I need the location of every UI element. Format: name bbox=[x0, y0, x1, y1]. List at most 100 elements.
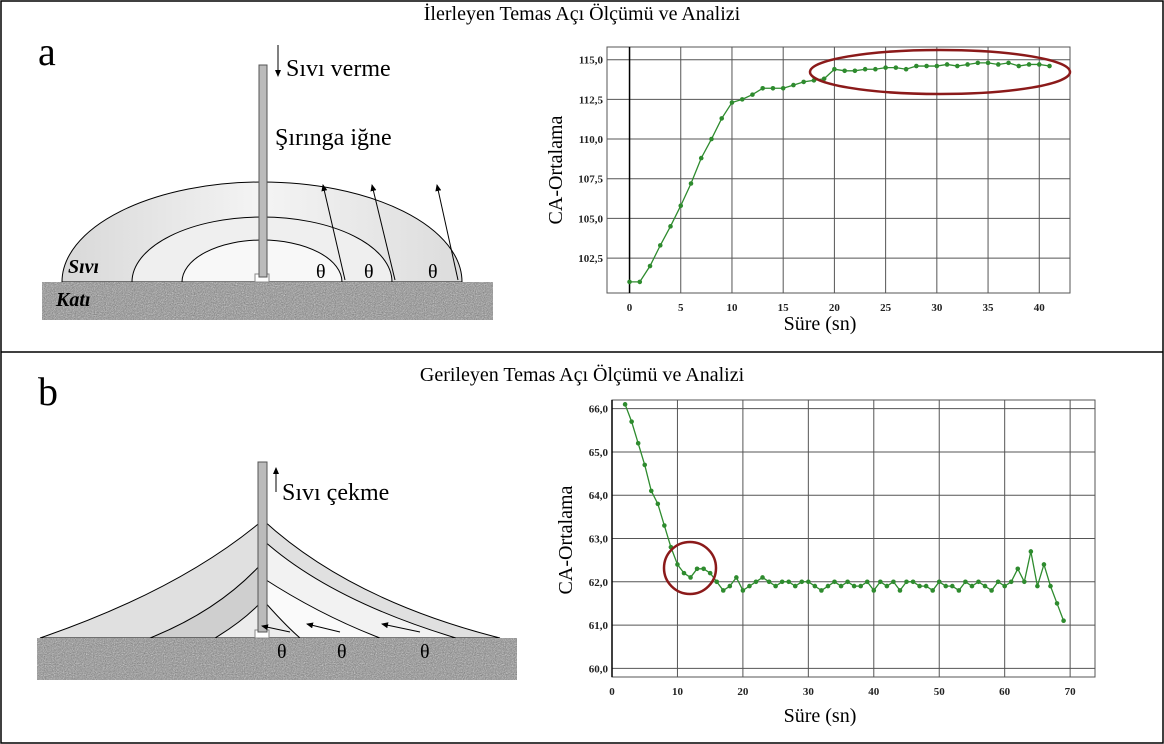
data-point bbox=[812, 583, 818, 589]
data-point bbox=[642, 462, 648, 468]
panel-label: a bbox=[38, 29, 56, 74]
data-point bbox=[662, 523, 667, 528]
y-tick-label: 107,5 bbox=[578, 174, 603, 186]
diagram-b bbox=[37, 461, 517, 680]
data-point bbox=[873, 66, 878, 72]
theta: θ bbox=[420, 641, 430, 663]
data-point bbox=[1036, 62, 1042, 67]
x-tick-label: 60 bbox=[999, 686, 1011, 698]
data-point bbox=[871, 588, 877, 593]
x-tick-label: 35 bbox=[983, 302, 995, 314]
data-point bbox=[753, 579, 759, 585]
data-point bbox=[819, 588, 824, 593]
data-point bbox=[955, 63, 960, 69]
data-point bbox=[780, 85, 786, 91]
x-tick-label: 30 bbox=[803, 686, 815, 698]
data-point bbox=[648, 488, 654, 494]
data-point bbox=[1022, 579, 1027, 585]
data-point bbox=[657, 243, 663, 248]
data-point bbox=[675, 562, 680, 567]
data-point bbox=[858, 583, 863, 589]
theta: θ bbox=[364, 261, 374, 283]
data-point bbox=[995, 62, 1001, 67]
data-point bbox=[1061, 618, 1066, 624]
theta: θ bbox=[316, 261, 326, 283]
data-point bbox=[791, 82, 796, 88]
y-tick-label: 105,0 bbox=[578, 213, 603, 225]
x-tick-label: 40 bbox=[1034, 302, 1046, 314]
label: Sıvı çekme bbox=[282, 480, 389, 506]
data-point bbox=[891, 579, 896, 585]
x-tick-label: 10 bbox=[726, 302, 738, 314]
x-tick-label: 0 bbox=[609, 686, 615, 698]
data-point bbox=[982, 583, 988, 589]
y-tick-label: 65,0 bbox=[589, 447, 609, 459]
data-point bbox=[943, 583, 949, 589]
chart-title: İlerleyen Temas Açı Ölçümü ve Analizi bbox=[424, 2, 741, 25]
data-point bbox=[845, 579, 850, 585]
data-point bbox=[838, 583, 844, 589]
data-point bbox=[934, 63, 940, 69]
x-tick-label: 40 bbox=[868, 686, 880, 698]
data-point bbox=[832, 66, 837, 72]
data-point bbox=[904, 579, 909, 585]
data-point bbox=[825, 583, 831, 589]
data-point bbox=[989, 588, 994, 593]
y-tick-label: 62,0 bbox=[589, 577, 609, 589]
data-point bbox=[720, 588, 726, 593]
data-point bbox=[647, 263, 653, 269]
y-tick-label: 64,0 bbox=[589, 490, 609, 502]
x-tick-label: 20 bbox=[737, 686, 749, 698]
data-point bbox=[707, 570, 713, 576]
y-tick-label: 110,0 bbox=[579, 134, 604, 146]
x-tick-label: 70 bbox=[1065, 686, 1077, 698]
data-point bbox=[688, 181, 694, 186]
theta: θ bbox=[277, 641, 287, 663]
data-point bbox=[893, 65, 899, 70]
y-tick-label: 112,5 bbox=[579, 94, 604, 106]
data-point bbox=[1047, 63, 1052, 69]
y-tick-label: 115,0 bbox=[579, 55, 604, 67]
plot-area bbox=[606, 46, 1071, 294]
data-point bbox=[1026, 62, 1032, 67]
data-point bbox=[963, 579, 968, 585]
data-point bbox=[747, 583, 752, 589]
x-tick-label: 50 bbox=[934, 686, 946, 698]
chart-title: Gerileyen Temas Açı Ölçümü ve Analizi bbox=[420, 363, 745, 386]
data-point bbox=[799, 579, 805, 585]
data-point bbox=[852, 68, 858, 74]
y-tick-label: 102,5 bbox=[578, 253, 603, 265]
x-tick-label: 5 bbox=[678, 302, 684, 314]
data-point bbox=[739, 97, 745, 102]
data-point bbox=[766, 579, 772, 585]
data-point bbox=[1016, 63, 1022, 69]
data-point bbox=[714, 579, 720, 585]
data-point bbox=[779, 579, 785, 585]
data-point bbox=[821, 76, 827, 82]
data-point bbox=[734, 575, 739, 580]
data-point bbox=[694, 566, 700, 572]
data-point bbox=[750, 92, 755, 97]
data-point bbox=[944, 62, 950, 67]
data-point bbox=[1002, 583, 1007, 589]
data-point bbox=[635, 440, 641, 446]
data-point bbox=[884, 583, 890, 589]
data-point bbox=[770, 85, 776, 91]
data-point bbox=[668, 224, 673, 229]
data-point bbox=[842, 68, 847, 74]
theta: θ bbox=[337, 641, 347, 663]
data-point bbox=[950, 583, 955, 589]
data-point bbox=[851, 583, 857, 589]
data-point bbox=[917, 583, 922, 589]
data-point bbox=[1054, 601, 1060, 606]
data-point bbox=[629, 419, 634, 424]
data-point bbox=[914, 63, 919, 69]
data-point bbox=[719, 116, 725, 121]
data-point bbox=[1028, 549, 1034, 554]
data-point bbox=[985, 60, 991, 66]
y-axis-label: CA-Ortalama bbox=[555, 485, 577, 594]
data-point bbox=[832, 579, 837, 585]
data-point bbox=[681, 570, 687, 576]
label: Katı bbox=[55, 289, 90, 311]
